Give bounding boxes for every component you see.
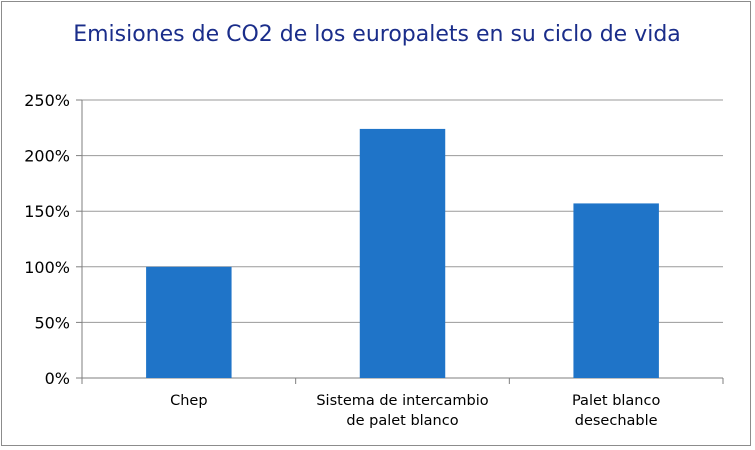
- y-tick-label: 150%: [24, 202, 70, 221]
- y-tick-label: 100%: [24, 258, 70, 277]
- bar: [359, 128, 446, 378]
- x-category-label: Palet blanco desechable: [572, 393, 661, 429]
- chart-title: Emisiones de CO2 de los europalets en su…: [73, 22, 681, 47]
- x-category-label: Sistema de intercambio de palet blanco: [316, 393, 488, 429]
- bar: [573, 203, 659, 378]
- y-tick-label: 250%: [24, 91, 70, 110]
- x-category-label: Chep: [170, 393, 207, 409]
- y-tick-label: 0%: [45, 369, 70, 388]
- y-tick-label: 50%: [34, 313, 70, 332]
- bar: [146, 266, 232, 378]
- y-tick-label: 200%: [24, 147, 70, 166]
